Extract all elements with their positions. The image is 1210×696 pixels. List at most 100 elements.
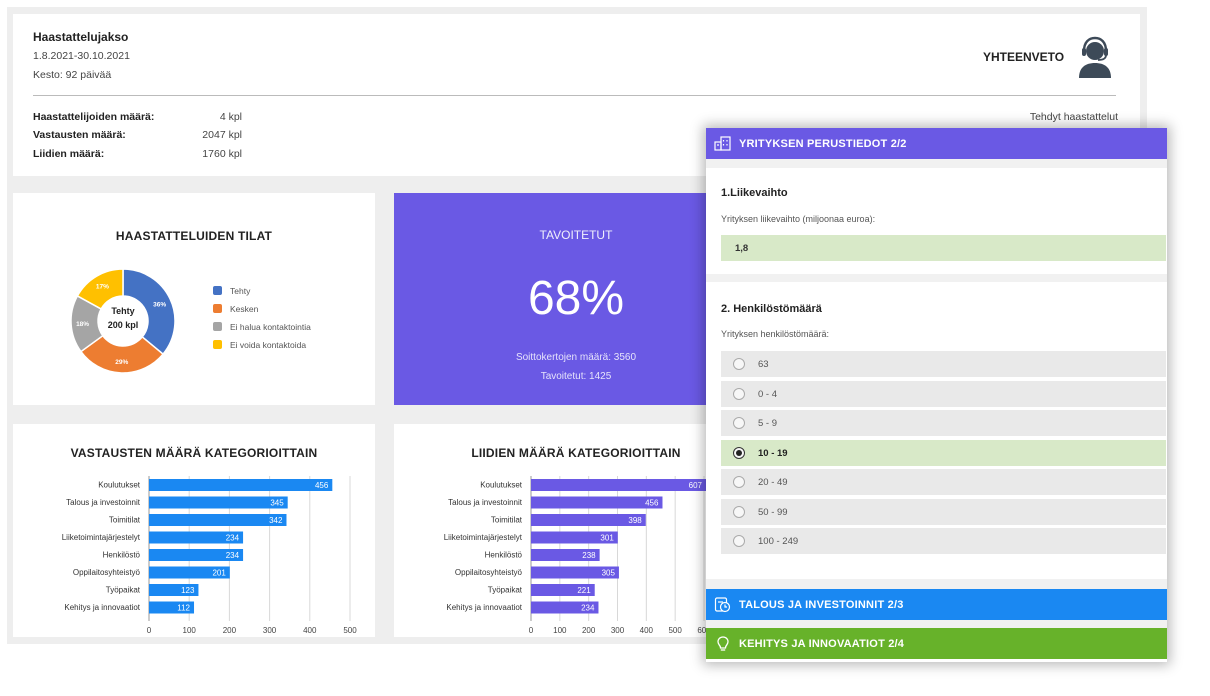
category-label: Henkilöstö [485, 551, 523, 560]
pie-slice [79, 334, 165, 374]
bar [149, 566, 230, 579]
category-label: Kehitys ja innovaatiot [446, 603, 522, 612]
x-tick-label: 600 [697, 626, 711, 635]
headcount-option[interactable]: 50 - 99 [721, 499, 1166, 525]
bar [149, 531, 244, 544]
headcount-option[interactable]: 100 - 249 [721, 528, 1166, 554]
pie-slice-label: 17% [96, 284, 109, 291]
radio-button[interactable] [733, 476, 745, 488]
headcount-option[interactable]: 20 - 49 [721, 469, 1166, 495]
completed-interviews-label: Tehdyt haastattelut [1029, 111, 1118, 123]
lead-count-value: 1760 kpl [202, 148, 242, 160]
pie-chart-title: HAASTATTELUIDEN TILAT [115, 229, 273, 243]
x-tick-label: 500 [343, 626, 357, 635]
interview-status-card: HAASTATTELUIDEN TILAT Tehty 200 kpl 36% 2… [13, 193, 375, 405]
bar-chart-title: LIIDIEN MÄÄRÄ KATEGORIOITTAIN [471, 446, 681, 460]
x-tick-label: 500 [668, 626, 682, 635]
revenue-answer-field[interactable]: 1,8 [721, 235, 1166, 261]
headcount-option-selected[interactable]: 10 - 19 [721, 440, 1166, 466]
interviewer-count-value: 4 kpl [219, 111, 242, 123]
bar [149, 479, 333, 491]
revenue-answer-value: 1,8 [735, 243, 749, 254]
x-tick-label: 300 [611, 626, 625, 635]
section-title: KEHITYS JA INNOVAATIOT 2/4 [739, 638, 905, 650]
bar [149, 496, 288, 509]
radio-button[interactable] [733, 535, 745, 547]
bar-value-label: 234 [226, 534, 240, 543]
bar [149, 514, 287, 526]
pie-slice [122, 268, 176, 356]
category-label: Koulutukset [480, 481, 523, 490]
lead-count-label: Liidien määrä: [33, 148, 105, 160]
reached-percent: 68% [527, 272, 625, 325]
bar [531, 531, 618, 544]
pie-center-label: Tehty [111, 306, 134, 316]
section-header-company-basics[interactable]: YRITYKSEN PERUSTIEDOT 2/2 [706, 128, 1167, 159]
bar [531, 514, 646, 526]
legend-item-kesken: Kesken [213, 304, 258, 314]
answers-by-category-card: VASTAUSTEN MÄÄRÄ KATEGORIOITTAIN 0 100 200… [13, 424, 375, 637]
headcount-option[interactable]: 63 [721, 351, 1166, 377]
radio-button[interactable] [733, 388, 745, 400]
category-label: Toimitilat [109, 516, 141, 525]
category-label: Liiketoimintajärjestelyt [62, 533, 141, 542]
leads-by-category-card: LIIDIEN MÄÄRÄ KATEGORIOITTAIN 0 100 200 300… [394, 424, 758, 637]
category-label: Työpaikat [488, 586, 523, 595]
company-form-panel: YRITYKSEN PERUSTIEDOT 2/2 1.Liikevaihto … [706, 128, 1167, 662]
bar-value-label: 345 [270, 499, 284, 508]
radio-button-selected[interactable] [733, 447, 745, 459]
legend-swatch [213, 286, 222, 295]
interviewer-count-label: Haastattelijoiden määrä: [33, 111, 155, 123]
section-title: YRITYKSEN PERUSTIEDOT 2/2 [739, 138, 907, 150]
bar [149, 584, 199, 596]
pie-slice-label: 18% [76, 321, 89, 328]
category-label: Liiketoimintajärjestelyt [444, 533, 523, 542]
bar-value-label: 234 [581, 604, 595, 613]
building-icon [714, 135, 732, 154]
headcount-option[interactable]: 0 - 4 [721, 381, 1166, 407]
x-tick-label: 300 [263, 626, 277, 635]
bar-value-label: 456 [645, 499, 659, 508]
pie-slice [76, 268, 124, 310]
legend-item-ei-voida: Ei voida kontaktoida [213, 340, 306, 350]
bar [531, 549, 600, 561]
answers-bar-chart: 0 100 200 300 400 500 Koulutukset 456 Talous ja … [62, 476, 357, 635]
legend-item-ei-halua: Ei halua kontaktointia [213, 322, 311, 332]
reached-target-card: TAVOITETUT 68% Soittokertojen määrä: 356… [394, 193, 758, 405]
answer-count-value: 2047 kpl [202, 129, 242, 141]
section-spacer [706, 159, 1167, 168]
bar-chart-title: VASTAUSTEN MÄÄRÄ KATEGORIOITTAIN [70, 446, 318, 460]
headcount-option[interactable]: 5 - 9 [721, 410, 1166, 436]
bar [531, 566, 619, 579]
section-header-innovation[interactable]: KEHITYS JA INNOVAATIOT 2/4 [706, 628, 1167, 659]
x-tick-label: 100 [183, 626, 197, 635]
bar-value-label: 301 [600, 534, 614, 543]
question-sub-revenue: Yrityksen liikevaihto (miljoonaa euroa): [721, 214, 876, 224]
question-sub-headcount: Yrityksen henkilöstömäärä: [721, 329, 830, 339]
period-range: 1.8.2021-30.10.2021 [33, 50, 130, 62]
bar-value-label: 123 [181, 586, 195, 595]
radio-button[interactable] [733, 417, 745, 429]
legend-item-tehty: Tehty [213, 286, 250, 296]
summary-header-card: Haastattelujakso 1.8.2021-30.10.2021 Kes… [13, 14, 1140, 176]
bar [149, 601, 195, 614]
answer-count-label: Vastausten määrä: [33, 129, 126, 141]
category-label: Oppilaitosyhteistyö [455, 568, 523, 577]
reached-count: Tavoitetut: 1425 [540, 371, 612, 382]
bar-value-label: 221 [577, 586, 591, 595]
headset-agent-icon [1076, 36, 1114, 83]
x-tick-label: 400 [303, 626, 317, 635]
category-label: Talous ja investoinnit [448, 498, 523, 507]
category-label: Toimitilat [491, 516, 523, 525]
bar-value-label: 305 [602, 569, 616, 578]
bar [531, 584, 595, 596]
bar [531, 479, 707, 491]
bar-value-label: 456 [315, 481, 329, 490]
bar [531, 496, 663, 509]
x-tick-label: 400 [640, 626, 654, 635]
category-label: Työpaikat [106, 586, 141, 595]
radio-button[interactable] [733, 358, 745, 370]
section-header-finance[interactable]: TALOUS JA INVESTOINNIT 2/3 [706, 589, 1167, 620]
period-duration: Kesto: 92 päivää [33, 69, 112, 81]
radio-button[interactable] [733, 506, 745, 518]
